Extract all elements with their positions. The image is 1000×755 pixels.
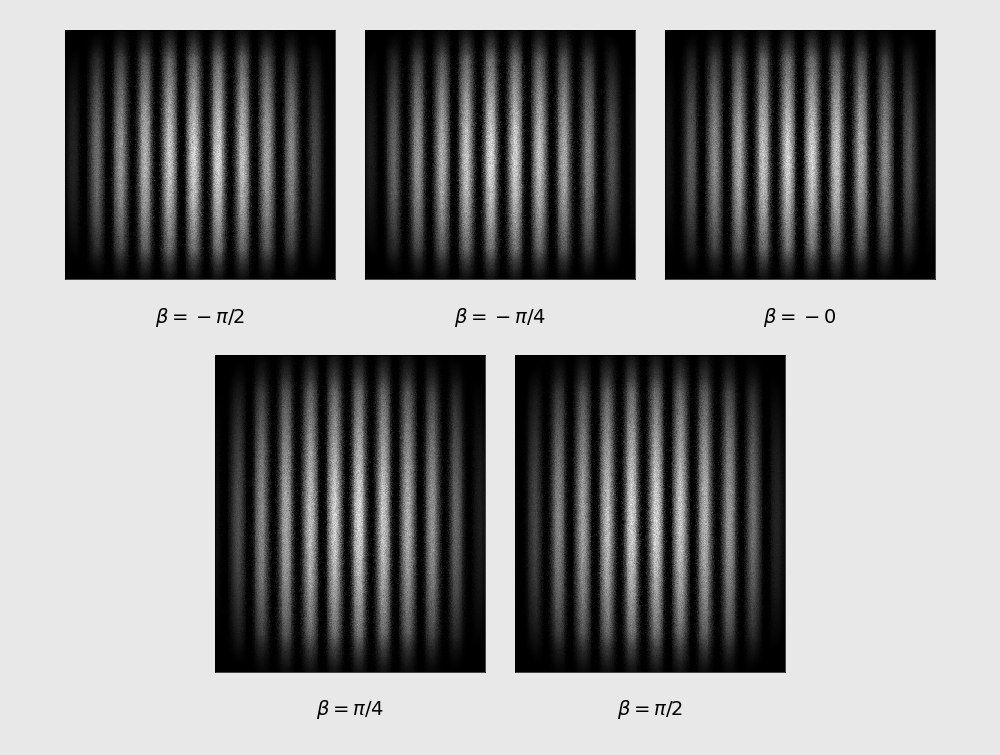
Text: $\beta = -0$: $\beta = -0$ xyxy=(763,306,837,328)
Text: $\beta = \pi/2$: $\beta = \pi/2$ xyxy=(617,698,683,721)
Text: $\beta = \pi/4$: $\beta = \pi/4$ xyxy=(316,698,384,721)
Text: $\beta = -\pi/4$: $\beta = -\pi/4$ xyxy=(454,306,546,328)
Text: $\beta = -\pi/2$: $\beta = -\pi/2$ xyxy=(155,306,245,328)
